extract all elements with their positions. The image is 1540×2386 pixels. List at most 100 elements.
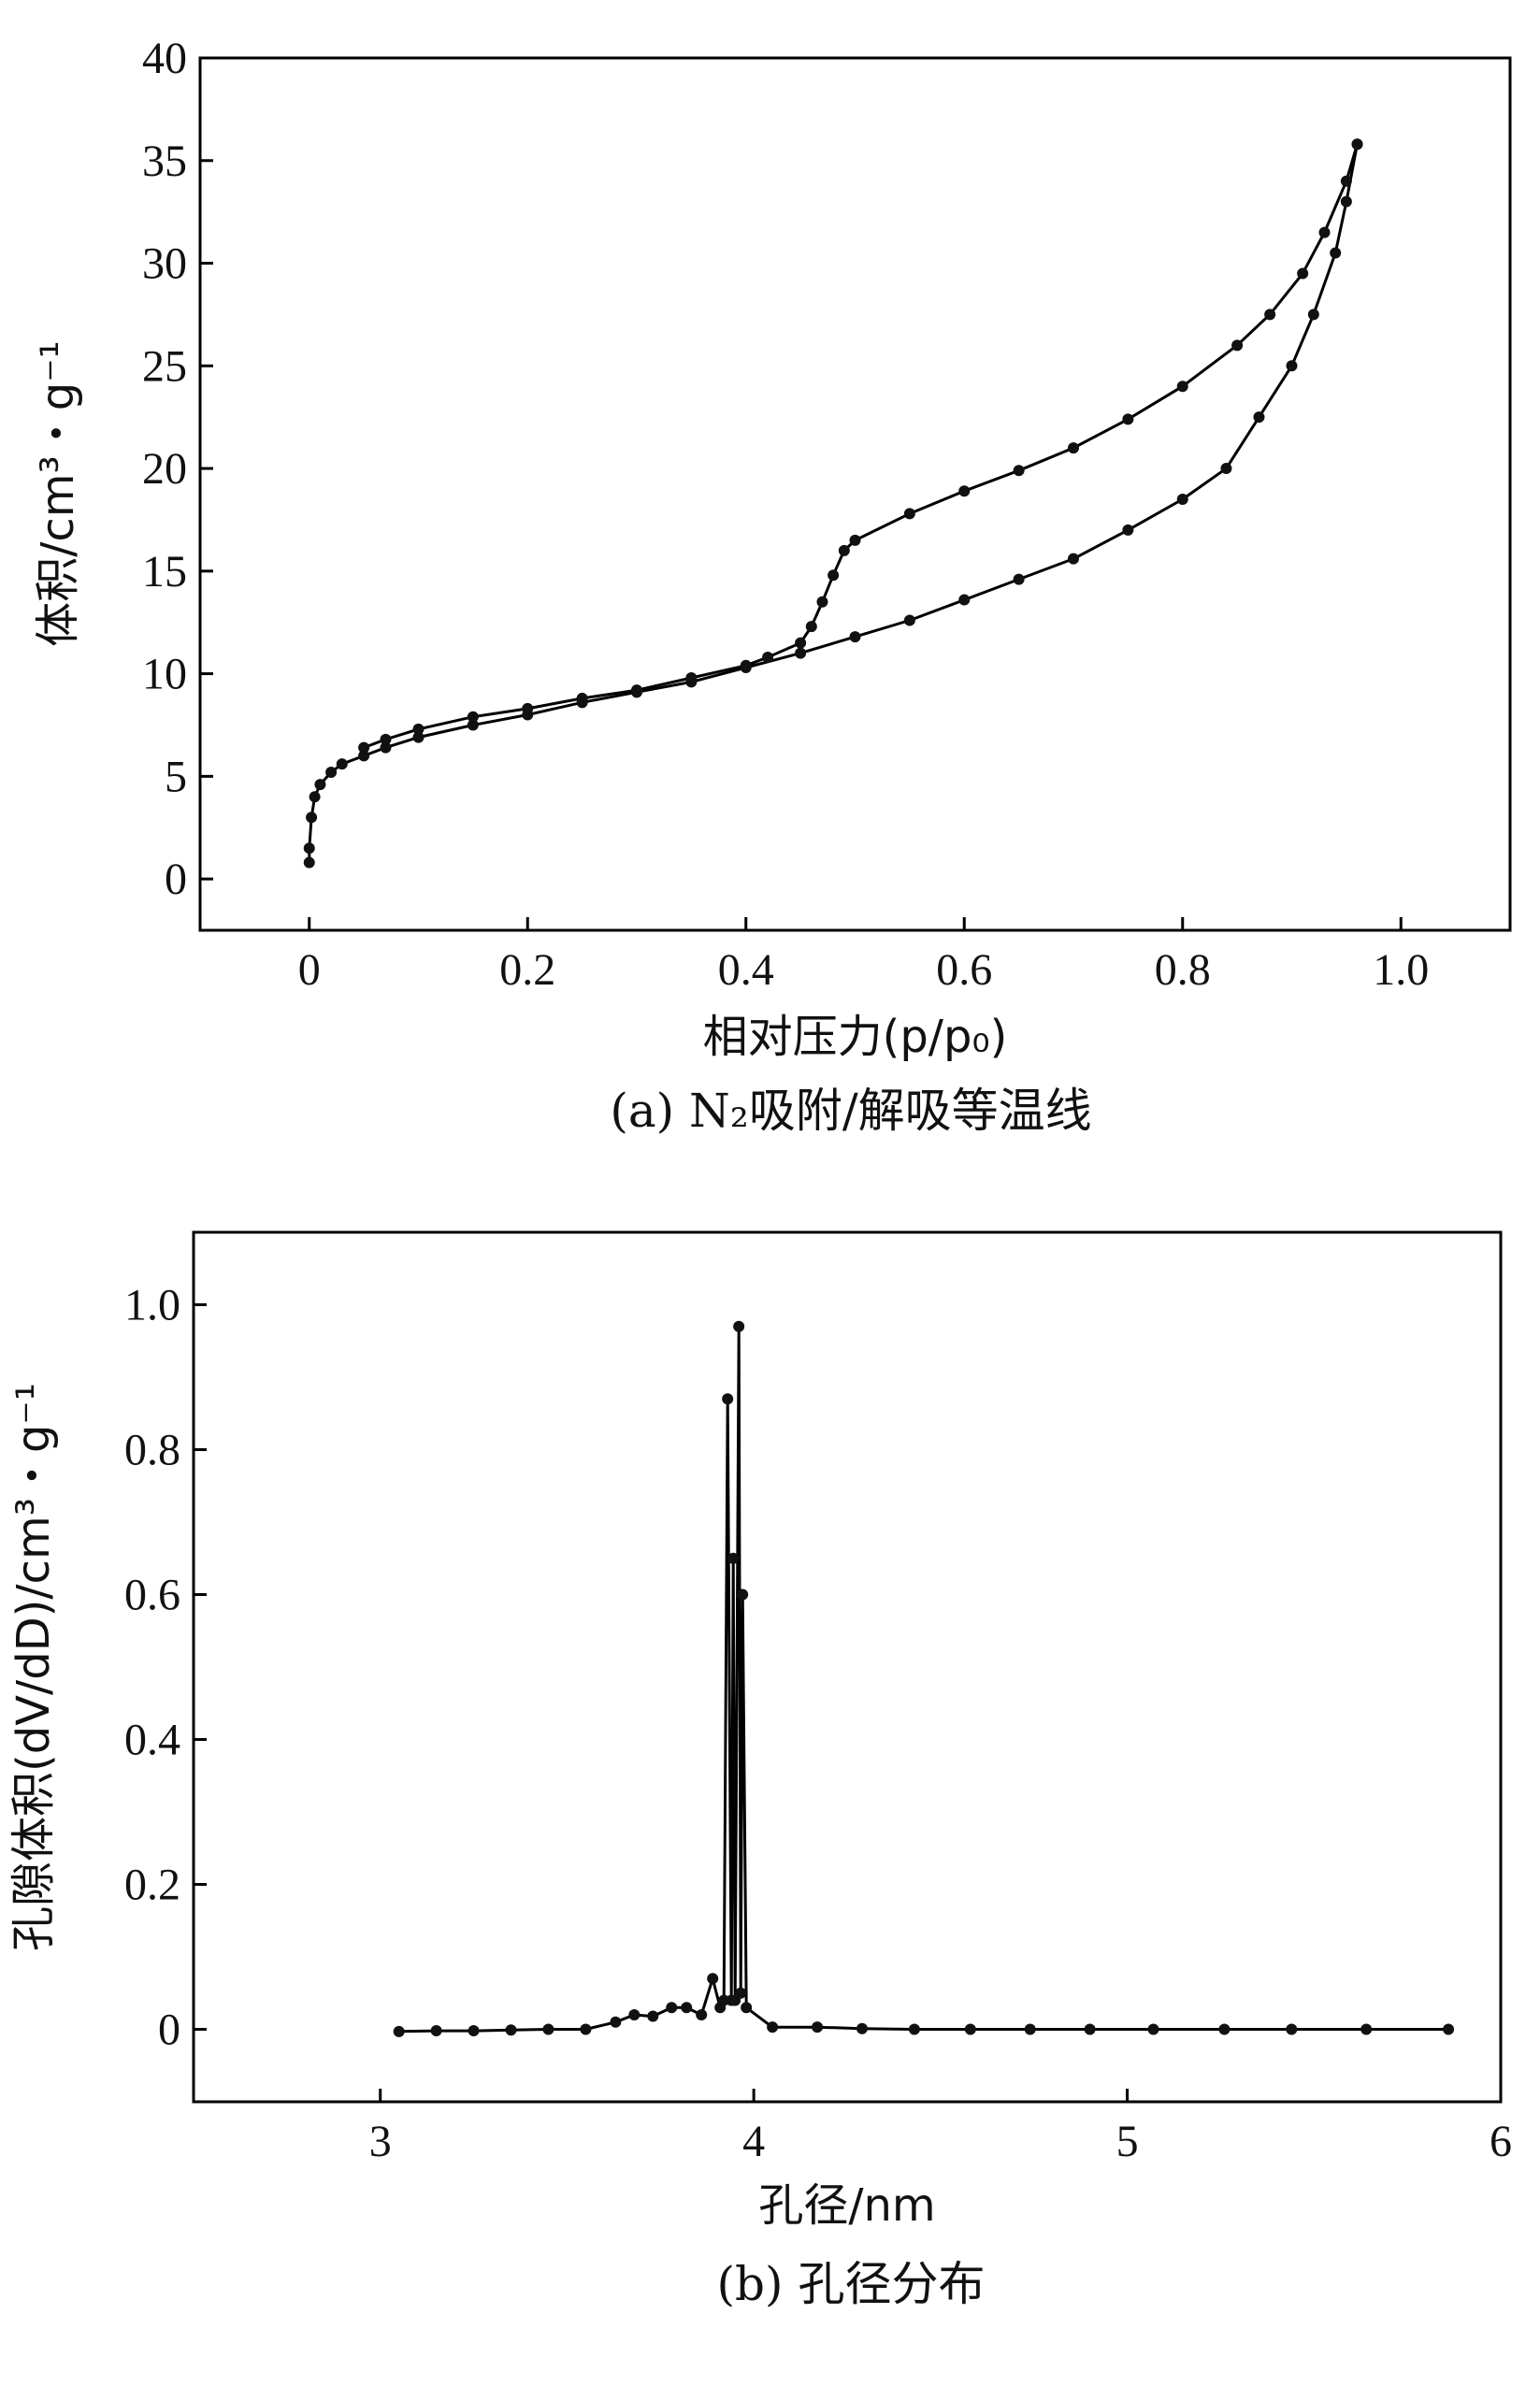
- panel-a-y-axis-label: 体积/cm³・g⁻¹: [32, 340, 84, 647]
- data-point: [722, 1393, 734, 1405]
- x-tick-label: 1.0: [1373, 945, 1429, 995]
- panel-a-caption: (a) N₂吸附/解吸等温线: [610, 1084, 1091, 1138]
- data-point: [380, 733, 392, 745]
- panel-a-x-axis-label: 相对压力(p/p₀): [703, 1011, 1008, 1063]
- y-tick-label: 0.4: [124, 1716, 180, 1765]
- data-point: [805, 621, 817, 633]
- data-point: [1218, 2023, 1231, 2035]
- panel-b-plot-frame: [192, 1230, 1503, 2104]
- y-tick-label: 5: [165, 752, 187, 801]
- x-tick-label: 6: [1490, 2117, 1512, 2166]
- panel-a-series: [303, 138, 1363, 869]
- data-point: [1068, 442, 1079, 454]
- data-point: [309, 791, 321, 803]
- data-point: [767, 2021, 779, 2034]
- data-point: [1122, 413, 1134, 425]
- series-line: [398, 1326, 1449, 2034]
- data-point: [733, 1320, 745, 1332]
- data-point: [412, 731, 425, 743]
- data-point: [628, 2009, 640, 2020]
- data-point: [1286, 2023, 1298, 2035]
- data-point: [1297, 267, 1309, 280]
- y-tick-label: 0.2: [124, 1861, 180, 1910]
- data-point: [303, 856, 315, 869]
- series-line: [308, 143, 1359, 863]
- data-point: [707, 1973, 719, 1985]
- data-point: [1176, 381, 1188, 393]
- y-tick-label: 35: [142, 137, 187, 186]
- data-point: [306, 812, 318, 824]
- panel-a-isotherm: 0 0.2 0.4 0.6 0.8 1.0 0 5 10 15 20 25 30 35 40 相对压力(p/…: [32, 34, 1512, 1138]
- data-point: [576, 692, 588, 704]
- data-point: [358, 741, 370, 754]
- y-tick-label: 40: [142, 34, 187, 83]
- data-point: [1318, 226, 1331, 238]
- y-tick-label: 15: [142, 547, 187, 596]
- data-point: [1013, 465, 1025, 477]
- y-tick-label: 10: [142, 650, 187, 699]
- data-point: [467, 711, 479, 723]
- data-point: [393, 2025, 405, 2037]
- data-point: [838, 544, 850, 556]
- panel-b-ticks: 3 4 5 6 0 0.2 0.4 0.6 0.8 1.0: [124, 1281, 1512, 2167]
- data-point: [849, 534, 861, 546]
- data-point: [1360, 2023, 1373, 2035]
- data-point: [816, 596, 828, 608]
- data-point: [681, 2002, 693, 2014]
- x-tick-label: 0.4: [718, 945, 774, 995]
- data-point: [336, 758, 348, 770]
- data-point: [412, 723, 425, 735]
- data-point: [542, 2023, 554, 2035]
- x-tick-label: 0.8: [1155, 945, 1211, 995]
- data-point: [762, 652, 774, 664]
- panel-b-caption: (b) 孔径分布: [717, 2257, 986, 2311]
- series-line: [363, 143, 1359, 750]
- panel-b-pore-distribution: 3 4 5 6 0 0.2 0.4 0.6 0.8 1.0 孔径/nm 孔隙体积(dV/dD)/c…: [7, 1230, 1512, 2311]
- y-tick-label: 0.6: [124, 1571, 180, 1620]
- data-point: [467, 719, 479, 731]
- x-tick-label: 0: [298, 945, 321, 995]
- data-point: [1330, 247, 1342, 259]
- data-point: [1068, 553, 1079, 565]
- data-point: [1122, 524, 1134, 536]
- data-point: [1220, 463, 1232, 475]
- data-point: [303, 842, 315, 855]
- y-tick-label: 1.0: [124, 1281, 180, 1330]
- data-point: [631, 684, 642, 697]
- data-point: [1231, 339, 1244, 352]
- data-point: [666, 2002, 678, 2014]
- data-point: [1013, 573, 1025, 585]
- data-point: [795, 637, 807, 649]
- data-point: [1307, 309, 1319, 321]
- data-point: [812, 2021, 824, 2034]
- data-point: [908, 2023, 920, 2035]
- data-point: [647, 2010, 659, 2022]
- data-point: [740, 659, 752, 671]
- x-tick-label: 4: [742, 2117, 765, 2166]
- data-point: [580, 2023, 592, 2035]
- data-point: [1084, 2023, 1096, 2035]
- panel-b-y-axis-label: 孔隙体积(dV/dD)/cm³・g⁻¹: [7, 1383, 60, 1951]
- data-point: [849, 631, 861, 643]
- data-point: [358, 750, 370, 762]
- x-tick-label: 3: [369, 2117, 392, 2166]
- x-tick-label: 5: [1116, 2117, 1139, 2166]
- data-point: [610, 2016, 622, 2028]
- data-point: [856, 2022, 868, 2034]
- data-point: [903, 508, 915, 520]
- data-point: [1351, 138, 1363, 151]
- data-point: [522, 702, 534, 714]
- panel-b-x-axis-label: 孔径/nm: [758, 2179, 935, 2232]
- x-tick-label: 0.6: [936, 945, 992, 995]
- y-tick-label: 25: [142, 341, 187, 391]
- y-tick-label: 0: [165, 855, 187, 904]
- panel-a-ticks: 0 0.2 0.4 0.6 0.8 1.0 0 5 10 15 20 25 30 35 40: [142, 34, 1429, 995]
- data-point: [737, 1588, 749, 1601]
- data-point: [1176, 493, 1188, 505]
- data-point: [735, 1987, 747, 1999]
- data-point: [696, 2009, 708, 2020]
- data-point: [795, 647, 807, 659]
- data-point: [903, 614, 915, 626]
- y-tick-label: 0: [158, 2005, 180, 2055]
